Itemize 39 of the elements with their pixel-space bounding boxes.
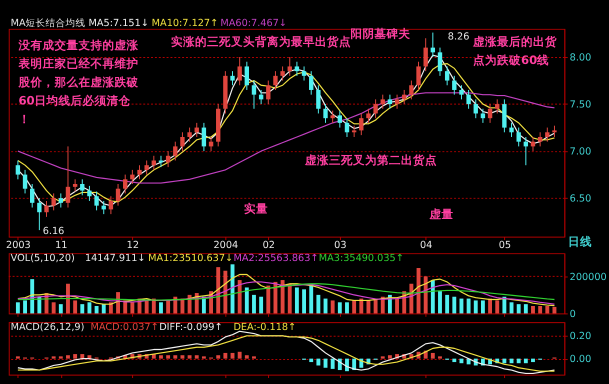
chart-title: VOL(5,10,20) (10, 252, 75, 264)
annotation: 实量 (244, 201, 268, 216)
text: MA60:7.467↓ (220, 18, 287, 29)
x-tick-label: 11 (55, 240, 68, 251)
text: MACD:0.037↑ (90, 322, 159, 333)
y-tick-label: 7.50 (570, 99, 592, 110)
annotation: 8.26 (448, 32, 470, 43)
series-label: MA3:35490.035↑ (318, 252, 404, 264)
x-tick-label: 2003 (6, 240, 31, 251)
y-tick-label: 6.50 (570, 194, 592, 205)
annotation: 没有成交量支持的虚涨表明庄家已经不再维护股价，那么在虚涨跌破60日均线后必须清仓！ (17, 38, 140, 126)
annotation: 虚涨最后的出货点为跌破60线 (472, 34, 558, 67)
x-tick-label: 12 (126, 240, 140, 251)
x-tick-label: 04 (420, 240, 432, 251)
y-tick-label: 7.00 (570, 146, 592, 158)
annotation: 6.16 (42, 226, 64, 237)
text: MA10:7.127↑ (152, 18, 218, 29)
y-tick-label: 8.00 (570, 52, 592, 64)
x-tick-label: 2004 (213, 240, 238, 251)
text: 日线 (568, 234, 592, 248)
text: 14147.911↓ (84, 252, 146, 264)
chart-title: MACD(26,12,9) (10, 322, 84, 333)
annotation: 实涨的三死叉头背离为最早出货点 (170, 34, 351, 48)
annotation: 虚涨三死叉为第二出货点 (304, 152, 437, 167)
series-label: DEA:-0.118↑ (233, 322, 296, 333)
annotation: 阳阴墓碑夫 (350, 26, 412, 41)
text: MA2:25563.863↑ (233, 252, 319, 264)
y-tick-label: 200000 (570, 272, 607, 283)
annotation: 虚量 (428, 207, 454, 222)
y-tick-label: 0.20 (570, 331, 592, 342)
x-tick-label: 05 (498, 240, 512, 251)
y-tick-label: 0 (570, 308, 576, 320)
x-tick-label: 02 (262, 240, 275, 251)
series-label: DIFF:-0.099↑ (159, 322, 223, 333)
x-tick-label: 03 (334, 240, 346, 251)
text: MA5:7.151↓ (88, 18, 149, 29)
chart-title: MA短长结合均线 (10, 16, 86, 29)
series-label: MA1:23510.637↓ (148, 252, 234, 264)
y-tick-label: 0.00 (570, 354, 592, 366)
